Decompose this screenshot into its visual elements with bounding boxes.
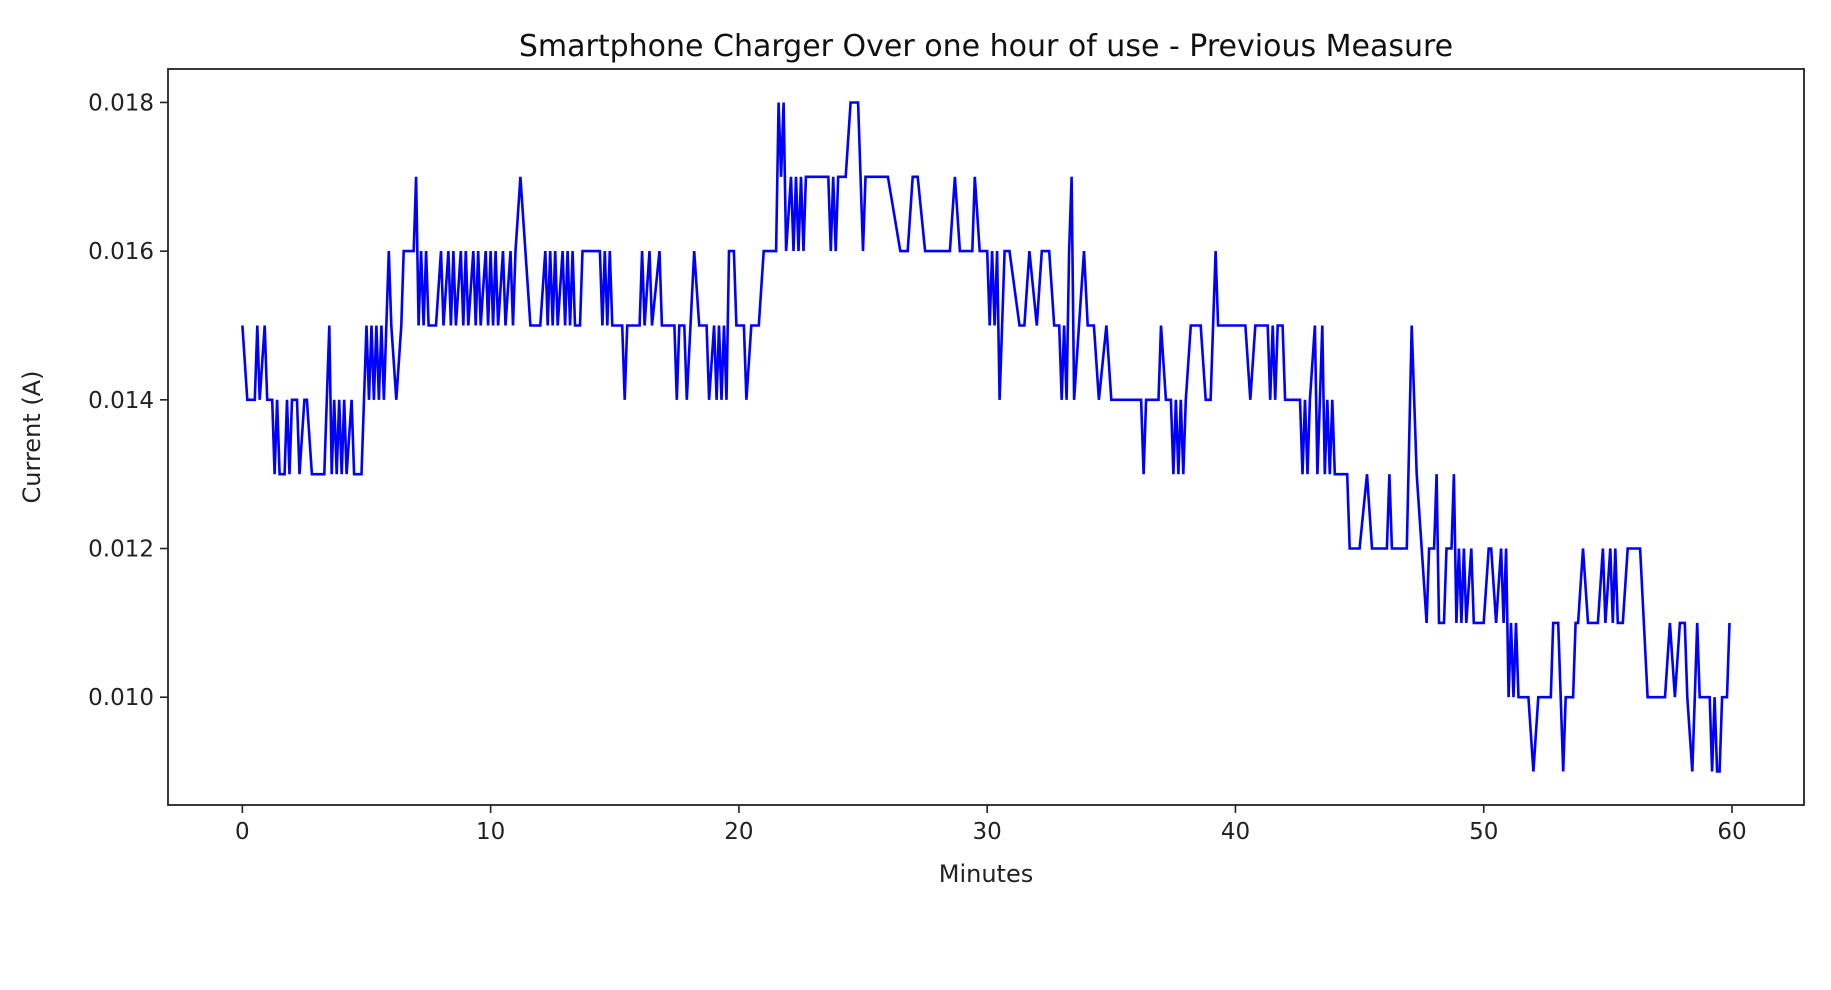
x-tick-label: 20 [724, 819, 753, 845]
y-tick-label: 0.010 [88, 685, 154, 711]
x-tick-label: 50 [1469, 819, 1498, 845]
x-tick-label: 10 [476, 819, 505, 845]
x-axis: 0 10 20 30 40 50 60 [235, 805, 1747, 845]
axes-frame [167, 68, 1805, 806]
y-axis: 0.010 0.012 0.014 0.016 0.018 [88, 90, 168, 711]
current-series-line [241, 101, 1731, 773]
y-tick-label: 0.014 [88, 388, 154, 414]
x-axis-label: Minutes [939, 860, 1033, 888]
plot-area [241, 101, 1731, 773]
y-axis-label: Current (A) [18, 371, 46, 504]
x-tick-label: 60 [1717, 819, 1746, 845]
chart-title: Smartphone Charger Over one hour of use … [519, 29, 1453, 64]
y-tick-label: 0.018 [88, 90, 154, 116]
y-tick-label: 0.012 [88, 537, 154, 563]
x-tick-label: 30 [973, 819, 1002, 845]
x-tick-label: 0 [235, 819, 250, 845]
y-tick-label: 0.016 [88, 239, 154, 265]
x-tick-label: 40 [1221, 819, 1250, 845]
